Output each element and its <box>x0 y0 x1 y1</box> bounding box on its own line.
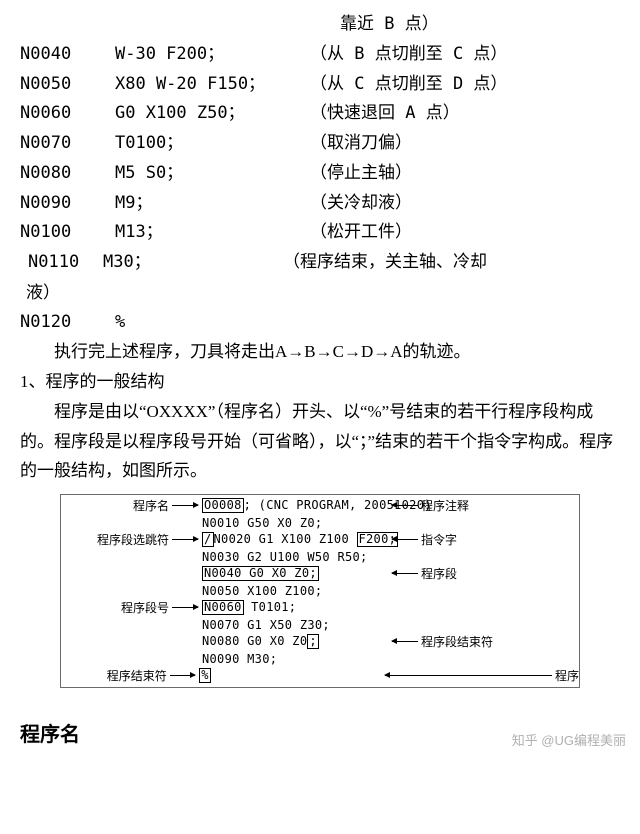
dg-label-left: 程序名 <box>61 500 172 512</box>
code-body: W-30 F200； <box>115 40 310 70</box>
program-structure-diagram: 程序名 O0008; (CNC PROGRAM, 20051020) 程序注释 … <box>60 494 580 688</box>
dg-label-right: 程序注释 <box>418 500 469 512</box>
section-heading: 1、程序的一般结构 <box>20 367 620 397</box>
code-comment-wrap: 液） <box>20 278 620 308</box>
cnc-code-listing: 靠近 B 点） N0040 W-30 F200； （从 B 点切削至 C 点） … <box>20 10 620 248</box>
cnc-code-tail: N0110 M30； （程序结束，关主轴、冷却 <box>20 248 620 278</box>
arrow-right-icon <box>172 505 198 506</box>
code-seq: N0040 <box>20 40 115 70</box>
arrow-left-icon <box>392 505 418 506</box>
trajectory-text: 执行完上述程序，刀具将走出A→B→C→D→A的轨迹。 <box>20 337 620 367</box>
code-comment: 靠近 B 点） <box>310 10 620 40</box>
body-paragraph: 程序是由以“OXXXX”（程序名）开头、以“%”号结束的若干行程序段构成的。程序… <box>20 397 620 486</box>
code-comment: （从 B 点切削至 C 点） <box>310 40 620 70</box>
watermark-text: 知乎 @UG编程美丽 <box>512 730 626 753</box>
